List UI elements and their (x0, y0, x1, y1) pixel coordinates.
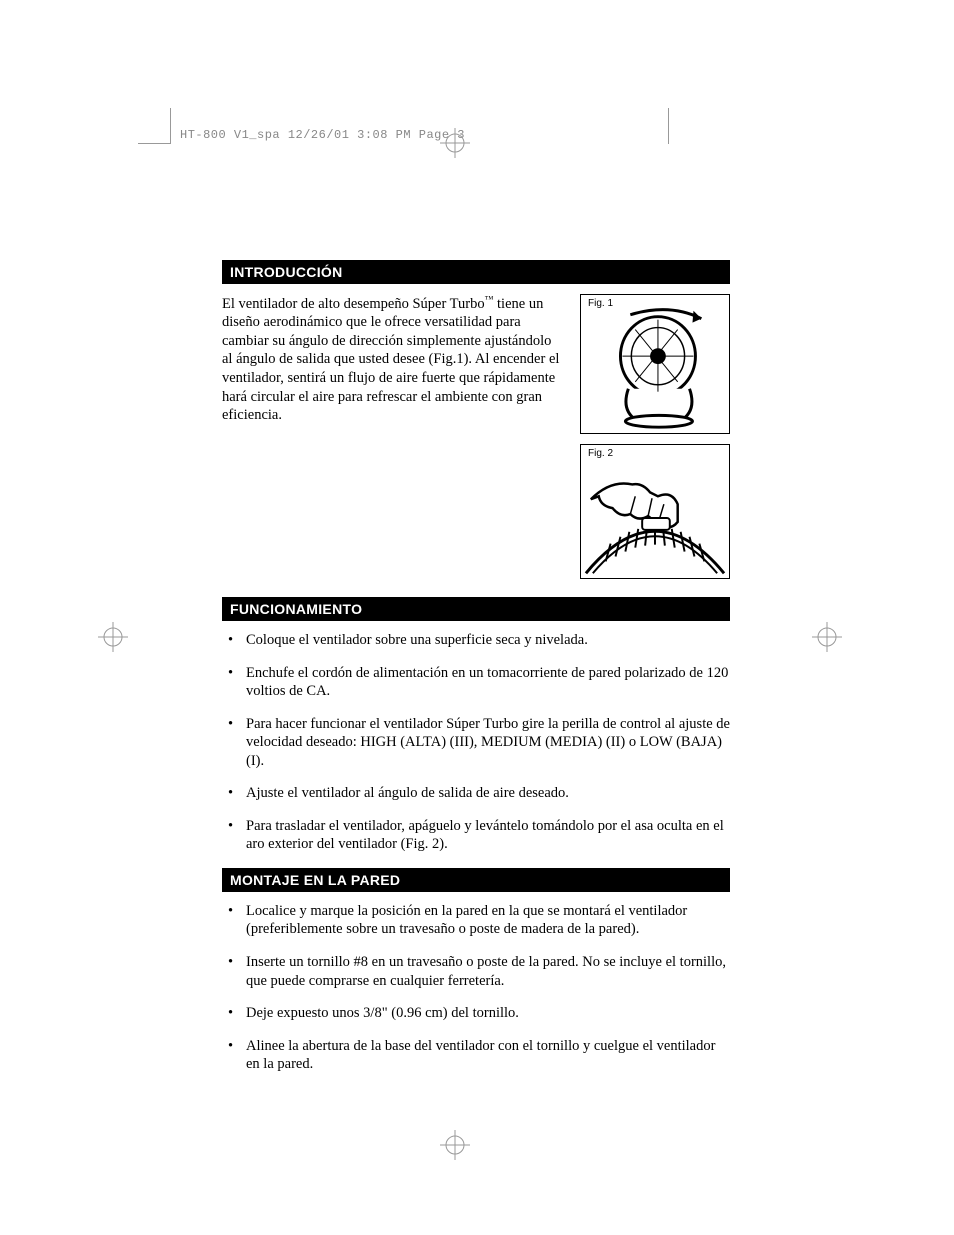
print-slug: HT-800 V1_spa 12/26/01 3:08 PM Page 3 (180, 128, 465, 142)
list-item: Para trasladar el ventilador, apáguelo y… (222, 817, 730, 854)
section-heading-montaje: MONTAJE EN LA PARED (222, 868, 730, 892)
intro-text-post: tiene un diseño aerodinámico que le ofre… (222, 296, 559, 423)
crop-mark (170, 108, 171, 144)
list-item: Ajuste el ventilador al ángulo de salida… (222, 784, 730, 803)
registration-mark-icon (440, 1130, 470, 1160)
section-heading-introduccion: INTRODUCCIÓN (222, 260, 730, 284)
list-item: Para hacer funcionar el ventilador Súper… (222, 715, 730, 771)
list-item: Inserte un tornillo #8 en un travesaño o… (222, 953, 730, 990)
list-item: Localice y marque la posición en la pare… (222, 902, 730, 939)
crop-mark (668, 108, 669, 144)
page-content: INTRODUCCIÓN El ventilador de alto desem… (222, 260, 730, 1088)
intro-text-pre: El ventilador de alto desempeño Súper Tu… (222, 296, 485, 312)
crop-mark (138, 143, 170, 144)
figure-1-label: Fig. 1 (586, 298, 615, 309)
list-item: Alinee la abertura de la base del ventil… (222, 1037, 730, 1074)
figure-2: Fig. 2 (580, 444, 730, 579)
figure-1: Fig. 1 (580, 294, 730, 434)
figure-2-label: Fig. 2 (586, 448, 615, 459)
funcionamiento-list: Coloque el ventilador sobre una superfic… (222, 631, 730, 854)
fan-handle-icon (581, 445, 729, 578)
montaje-list: Localice y marque la posición en la pare… (222, 902, 730, 1074)
intro-paragraph: El ventilador de alto desempeño Súper Tu… (222, 294, 562, 579)
registration-mark-icon (440, 128, 470, 158)
fan-tilt-icon (581, 295, 729, 433)
section-heading-funcionamiento: FUNCIONAMIENTO (222, 597, 730, 621)
list-item: Coloque el ventilador sobre una superfic… (222, 631, 730, 650)
registration-mark-icon (812, 622, 842, 652)
list-item: Enchufe el cordón de alimentación en un … (222, 664, 730, 701)
list-item: Deje expuesto unos 3/8" (0.96 cm) del to… (222, 1004, 730, 1023)
registration-mark-icon (98, 622, 128, 652)
